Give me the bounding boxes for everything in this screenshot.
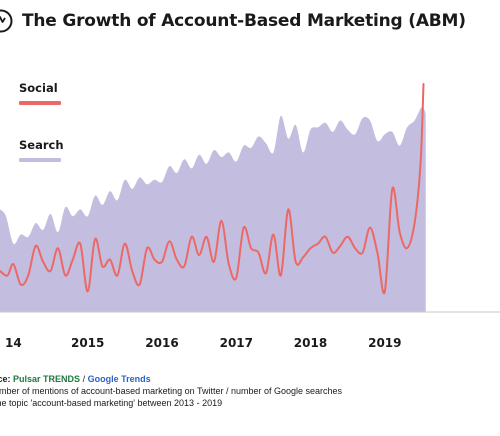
source-link-pulsar[interactable]: Pulsar TRENDS — [13, 374, 81, 384]
chart-title: The Growth of Account-Based Marketing (A… — [22, 11, 466, 31]
source-line: rce: Pulsar TRENDS / Google Trends — [0, 373, 500, 385]
legend-label-social: Social — [19, 81, 58, 95]
x-tick-label: 2019 — [368, 336, 401, 350]
chart-header: The Growth of Account-Based Marketing (A… — [0, 6, 466, 36]
series-social — [0, 83, 425, 295]
x-tick-label: 2018 — [294, 336, 327, 350]
pulsar-logo-icon — [0, 9, 13, 33]
x-tick-label: 2015 — [71, 336, 104, 350]
series-search — [0, 106, 426, 312]
legend-item-search: Search — [19, 138, 64, 162]
source-prefix: rce: — [0, 374, 11, 384]
legend-swatch-search — [19, 158, 61, 162]
legend-item-social: Social — [19, 81, 61, 105]
legend-swatch-social — [19, 101, 61, 105]
x-tick-label: 2016 — [145, 336, 178, 350]
footer-note-line-2: the topic 'account-based marketing' betw… — [0, 398, 223, 408]
x-tick-label: 14 — [5, 336, 22, 350]
source-link-google[interactable]: Google Trends — [87, 374, 151, 384]
x-tick-label: 2017 — [220, 336, 253, 350]
chart-footer: rce: Pulsar TRENDS / Google Trends umber… — [0, 373, 500, 409]
footer-note-line-1: umber of mentions of account-based marke… — [0, 386, 343, 396]
plot-layer — [0, 83, 426, 312]
x-axis-ticks: 14 2015 2016 2017 2018 2019 — [5, 336, 401, 350]
source-separator: / — [80, 374, 88, 384]
legend-label-search: Search — [19, 138, 64, 152]
